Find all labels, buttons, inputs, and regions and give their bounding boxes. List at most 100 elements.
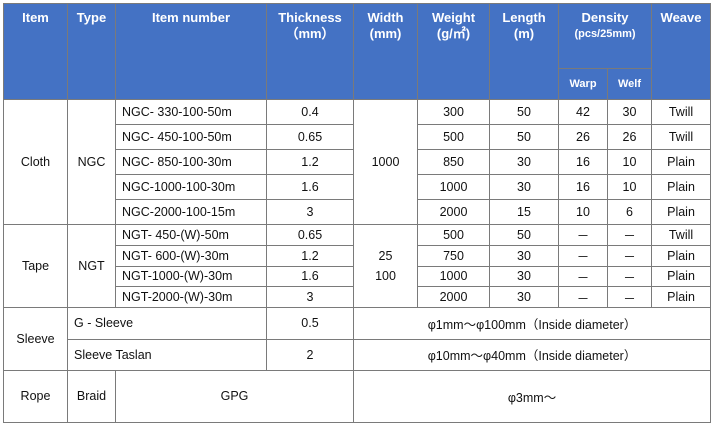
sleeve-size: φ10mm～φ40mm（Inside diameter） — [352, 338, 712, 371]
item-number: NGC- 330-100-50m — [115, 98, 267, 125]
header-type: Type — [67, 3, 116, 100]
weave: Plain — [651, 148, 712, 175]
header-density: Density (pcs/25mm) — [557, 3, 653, 69]
warp: 42 — [558, 98, 608, 125]
weave: Twill — [651, 123, 712, 150]
table-row: NGC- 450-100-50m 0.65 500 50 26 26 Twill — [4, 123, 712, 150]
thickness: 0.5 — [266, 307, 354, 340]
header-width: Width (mm) — [353, 3, 418, 100]
thickness: 0.4 — [266, 98, 354, 125]
cloth-width: 1000 — [353, 98, 418, 225]
weight: 1000 — [417, 173, 490, 200]
header-thickness-unit: （mm） — [285, 26, 335, 41]
weave: Plain — [651, 244, 712, 267]
table-row: Sleeve Taslan 2 φ10mm～φ40mm（Inside diame… — [4, 338, 712, 371]
header-density-label: Density — [581, 10, 629, 25]
warp: 16 — [558, 173, 608, 200]
thickness: 1.6 — [266, 265, 354, 288]
rope-number: GPG — [115, 369, 354, 424]
rope-type: Braid — [67, 369, 116, 424]
table-row: Cloth NGC NGC- 330-100-50m 0.4 1000 300 … — [3, 98, 712, 225]
tape-item: Tape — [3, 223, 68, 309]
item-number: NGT- 450-(W)-50m — [115, 223, 267, 246]
length: 30 — [489, 173, 559, 200]
rope-item: Rope — [3, 369, 68, 424]
width — [353, 223, 418, 246]
length: 30 — [489, 148, 559, 175]
warp: 26 — [558, 123, 608, 150]
weight: 500 — [417, 123, 490, 150]
item-number: NGT- 600-(W)-30m — [115, 244, 267, 267]
welf: 6 — [606, 198, 653, 225]
weight: 850 — [417, 148, 490, 175]
length: 15 — [489, 198, 559, 225]
thickness: 3 — [266, 198, 354, 225]
rope-size: φ3mm～ — [352, 369, 712, 424]
header-weight-unit: (g/㎡) — [436, 26, 471, 41]
item-number: NGC- 450-100-50m — [115, 123, 267, 150]
welf: 30 — [606, 98, 653, 125]
header-width-label: Width — [367, 10, 404, 25]
length: 50 — [489, 223, 559, 246]
header-length: Length (m) — [489, 3, 559, 100]
table-row: NGC- 850-100-30m 1.2 850 30 16 10 Plain — [4, 148, 712, 175]
item-number: NGC- 850-100-30m — [115, 148, 267, 175]
width: 25 — [353, 245, 418, 267]
header-item: Item — [3, 3, 68, 100]
thickness: 1.2 — [266, 148, 354, 175]
header-welf: Welf — [606, 67, 653, 100]
length: 50 — [489, 123, 559, 150]
welf: － — [606, 244, 653, 267]
width: 100 — [353, 266, 418, 287]
welf: 10 — [606, 148, 653, 175]
welf: － — [606, 223, 653, 246]
sleeve-name: G - Sleeve — [67, 307, 267, 340]
weave: Twill — [651, 223, 712, 246]
length: 30 — [489, 286, 559, 309]
thickness: 1.6 — [266, 173, 354, 200]
warp: 16 — [558, 148, 608, 175]
warp: － — [558, 265, 608, 288]
length: 30 — [489, 265, 559, 288]
header-thickness-label: Thickness — [278, 10, 342, 25]
welf: － — [606, 265, 653, 288]
header-length-unit: (m) — [513, 26, 535, 41]
welf: 26 — [606, 123, 653, 150]
sleeve-size: φ1mm～φ100mm（Inside diameter） — [352, 307, 712, 340]
thickness: 0.65 — [266, 223, 354, 246]
header-row: Item Type Item number Thickness （mm） Wid… — [3, 3, 712, 100]
header-weight: Weight (g/㎡) — [417, 3, 490, 100]
table-row: Sleeve G - Sleeve 0.5 φ1mm～φ100mm（Inside… — [3, 307, 712, 371]
weave: Plain — [651, 173, 712, 200]
item-number: NGC-2000-100-15m — [115, 198, 267, 225]
welf: － — [606, 286, 653, 309]
tape-type: NGT — [67, 223, 116, 309]
item-number: NGT-1000-(W)-30m — [115, 265, 267, 288]
weight: 1000 — [417, 265, 490, 288]
product-spec-table: Item Type Item number Thickness （mm） Wid… — [3, 3, 712, 424]
warp: － — [558, 286, 608, 309]
table-row: NGC-2000-100-15m 3 2000 15 10 6 Plain — [4, 198, 712, 225]
weave: Plain — [651, 286, 712, 309]
weight: 2000 — [417, 198, 490, 225]
thickness: 2 — [266, 338, 354, 371]
header-density-unit: (pcs/25mm) — [574, 28, 636, 40]
welf: 10 — [606, 173, 653, 200]
sleeve-name: Sleeve Taslan — [67, 338, 267, 371]
weight: 300 — [417, 98, 490, 125]
item-number: NGC-1000-100-30m — [115, 173, 267, 200]
table-row: Tape NGT NGT- 450-(W)-50m 0.65 500 50 － … — [3, 223, 712, 309]
length: 50 — [489, 98, 559, 125]
table-row: Rope Braid GPG φ3mm～ — [3, 369, 712, 424]
weave: Twill — [651, 98, 712, 125]
weave: Plain — [651, 265, 712, 288]
header-subrow: Warp Welf — [4, 67, 711, 100]
thickness: 3 — [266, 286, 354, 309]
cloth-item: Cloth — [3, 98, 68, 225]
width — [353, 286, 418, 309]
header-length-label: Length — [502, 10, 546, 25]
table-row: NGC-1000-100-30m 1.6 1000 30 16 10 Plain — [4, 173, 712, 200]
warp: － — [558, 223, 608, 246]
weight: 500 — [417, 223, 490, 246]
item-number: NGT-2000-(W)-30m — [115, 286, 267, 309]
